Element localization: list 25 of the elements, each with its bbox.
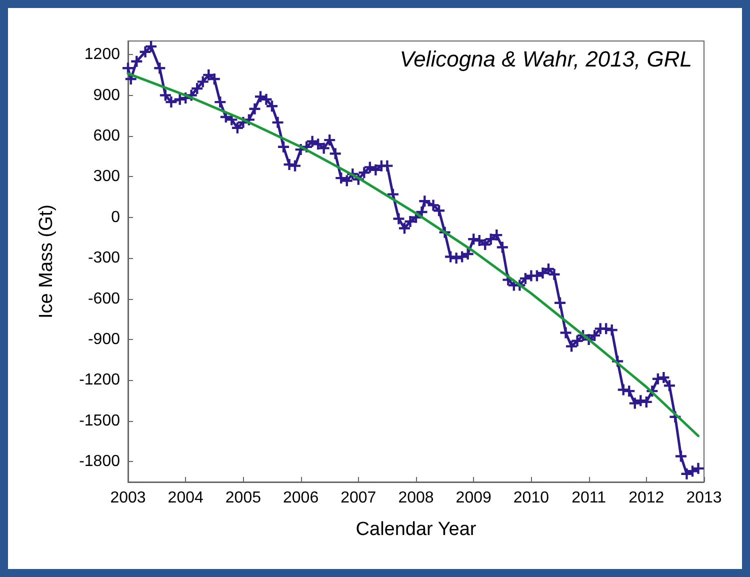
y-tick-label: 900	[93, 86, 120, 104]
y-axis-title: Ice Mass (Gt)	[36, 204, 57, 319]
y-tick-label: -1500	[79, 412, 120, 430]
y-tick-label: -1800	[79, 453, 120, 470]
y-tick-label: -900	[88, 331, 120, 348]
x-tick-label: 2003	[110, 490, 146, 506]
x-tick-label: 2010	[513, 490, 550, 506]
annotation: Velicogna & Wahr, 2013, GRL	[400, 46, 692, 72]
x-tick-label: 2005	[225, 490, 262, 506]
y-tick-label: -300	[88, 250, 120, 267]
x-axis-title: Calendar Year	[356, 519, 477, 540]
x-tick-label: 2013	[686, 490, 722, 506]
x-tick-label: 2006	[283, 490, 319, 506]
x-tick-label: 2004	[168, 490, 204, 506]
y-tick-label: -600	[88, 290, 120, 308]
x-tick-label: 2011	[572, 490, 606, 506]
y-tick-label: 600	[93, 127, 120, 144]
x-tick-label: 2007	[340, 490, 376, 506]
x-tick-label: 2008	[398, 490, 434, 506]
x-tick-label: 2012	[628, 490, 664, 506]
y-tick-label: 1200	[84, 46, 120, 64]
x-tick-label: 2009	[456, 490, 492, 506]
y-tick-label: 0	[111, 208, 120, 226]
y-tick-label: -1200	[79, 372, 120, 389]
y-tick-label: 300	[93, 168, 120, 186]
